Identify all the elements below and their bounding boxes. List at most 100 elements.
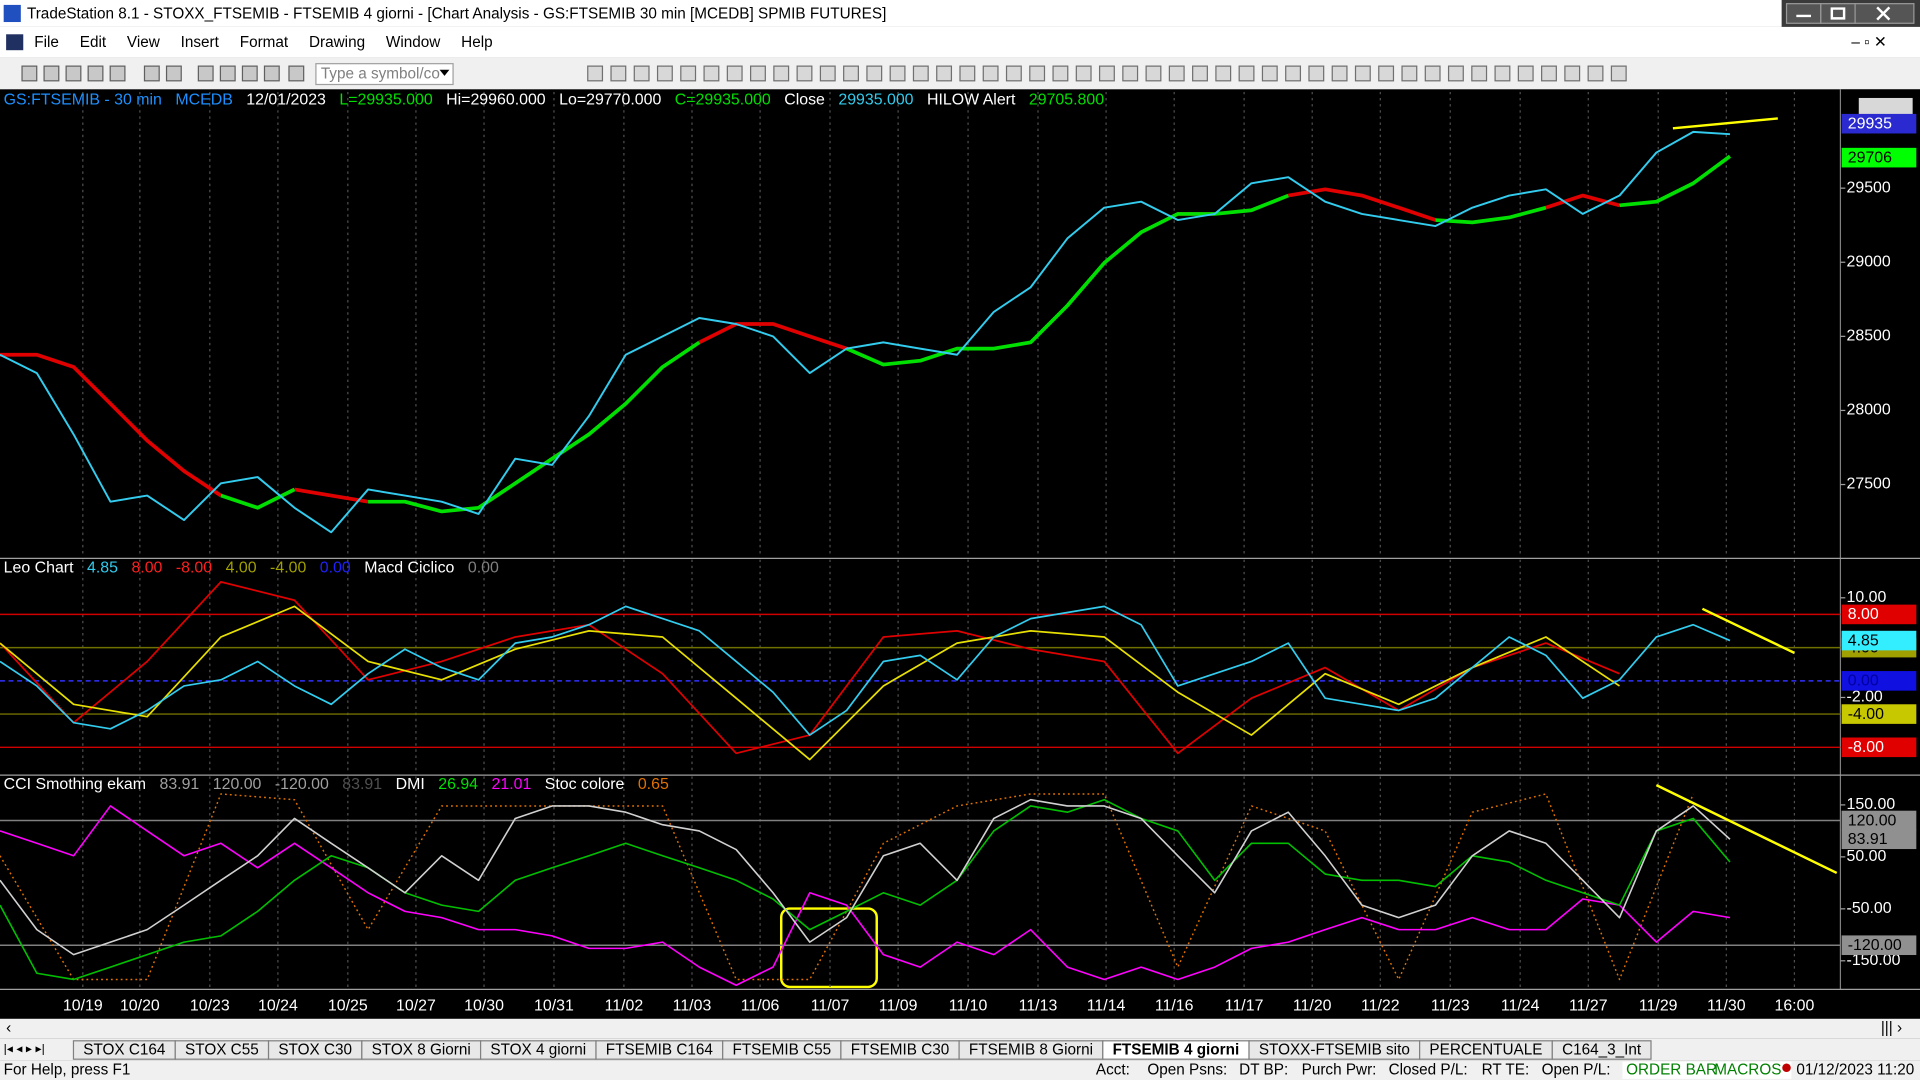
tool-icon[interactable] [680,65,697,82]
tool-icon[interactable] [1052,65,1069,82]
tool-icon[interactable] [288,65,305,82]
panel-header: 0.65 [638,776,669,793]
tool-icon[interactable] [241,65,258,82]
tab-label[interactable]: C164_3_Int [1562,1042,1642,1059]
maximize-button[interactable] [1820,3,1856,24]
tool-icon[interactable] [959,65,976,82]
tool-icon[interactable] [1145,65,1162,82]
menu-item[interactable]: Drawing [309,34,365,51]
tab-label[interactable]: STOXX-FTSEMIB sito [1259,1042,1410,1059]
tool-icon[interactable] [866,65,883,82]
tool-icon[interactable] [1471,65,1488,82]
tool-icon[interactable] [1285,65,1302,82]
tool-icon[interactable] [263,65,280,82]
tool-icon[interactable] [1215,65,1232,82]
menu-item[interactable]: File [34,34,59,51]
tab-label[interactable]: STOX C164 [83,1042,166,1059]
tool-icon[interactable] [1610,65,1627,82]
tool-icon[interactable] [1494,65,1511,82]
panel-buttons[interactable] [1858,97,1913,118]
tab-label[interactable]: FTSEMIB C55 [732,1042,831,1059]
menu-item[interactable]: Edit [80,34,107,51]
panel-header: C=29935.000 [675,92,771,109]
menu-item[interactable]: View [127,34,161,51]
tool-icon[interactable] [165,65,182,82]
tab-label[interactable]: FTSEMIB 4 giorni [1113,1042,1240,1059]
value-marker-label: -4.00 [1848,706,1884,723]
tab-nav[interactable]: |◂ ◂ ▸ ▸| [4,1042,45,1056]
tab-label[interactable]: PERCENTUALE [1429,1042,1542,1059]
tool-icon[interactable] [1587,65,1604,82]
tool-icon[interactable] [819,65,836,82]
tool-icon[interactable] [1401,65,1418,82]
tool-icon[interactable] [1354,65,1371,82]
menu-item[interactable]: Help [461,34,492,51]
tool-icon[interactable] [633,65,650,82]
tab-label[interactable]: STOX C30 [278,1042,352,1059]
tool-icon[interactable] [1331,65,1348,82]
tool-icon[interactable] [703,65,720,82]
tab-label[interactable]: FTSEMIB 8 Giorni [969,1042,1093,1059]
tab[interactable] [1551,1040,1652,1060]
panel-header: 83.91 [342,776,382,793]
tool-icon[interactable] [1098,65,1115,82]
tool-icon[interactable] [143,65,160,82]
tool-icon[interactable] [21,65,38,82]
tool-icon[interactable] [1029,65,1046,82]
tool-icon[interactable] [1261,65,1278,82]
minimize-button[interactable] [1785,3,1822,24]
h-scrollbar[interactable] [0,1018,1920,1039]
tool-icon[interactable] [587,65,604,82]
tool-icon[interactable] [1238,65,1255,82]
tool-icon[interactable] [889,65,906,82]
tool-icon[interactable] [1517,65,1534,82]
tool-icon[interactable] [1075,65,1092,82]
x-tick-label: 10/20 [120,998,160,1015]
value-marker [1841,810,1917,831]
scroll-right[interactable]: ||| › [1881,1020,1902,1037]
tool-icon[interactable] [197,65,214,82]
tab-label[interactable]: FTSEMIB C30 [851,1042,950,1059]
tool-icon[interactable] [610,65,627,82]
tool-icon[interactable] [1447,65,1464,82]
tool-icon[interactable] [936,65,953,82]
macros[interactable]: MACROS [1714,1061,1781,1078]
tool-icon[interactable] [1005,65,1022,82]
scroll-left[interactable]: ‹ [6,1020,11,1037]
tab-label[interactable]: STOX 4 giorni [490,1042,586,1059]
tool-icon[interactable] [796,65,813,82]
tool-icon[interactable] [43,65,60,82]
tool-icon[interactable] [1168,65,1185,82]
tool-icon[interactable] [1564,65,1581,82]
series-line [0,605,1620,761]
tool-icon[interactable] [656,65,673,82]
tool-icon[interactable] [1424,65,1441,82]
tool-icon[interactable] [726,65,743,82]
order-bar[interactable]: ORDER BAR [1626,1061,1717,1078]
tool-icon[interactable] [109,65,126,82]
tab-label[interactable]: STOX C55 [185,1042,259,1059]
symbol-placeholder[interactable]: Type a symbol/co [321,66,440,83]
tool-icon[interactable] [1308,65,1325,82]
tool-icon[interactable] [750,65,766,82]
tool-icon[interactable] [1541,65,1557,82]
tool-icon[interactable] [1122,65,1139,82]
tool-icon[interactable] [773,65,790,82]
tool-icon[interactable] [912,65,929,82]
tab-label[interactable]: FTSEMIB C164 [606,1042,714,1059]
status-field: Purch Pwr: [1302,1061,1377,1078]
tool-icon[interactable] [219,65,236,82]
tool-icon[interactable] [1378,65,1395,82]
tool-icon[interactable] [87,65,104,82]
symbol-box[interactable] [315,63,454,86]
menu-item[interactable]: Window [386,34,441,51]
symbol-dropdown[interactable] [439,69,450,76]
tab-label[interactable]: STOX 8 Giorni [372,1042,471,1059]
menu-item[interactable]: Format [240,34,289,51]
tool-icon[interactable] [982,65,999,82]
menu-item[interactable]: Insert [181,34,220,51]
tool-icon[interactable] [843,65,859,82]
tool-icon[interactable] [1192,65,1208,82]
tool-icon[interactable] [65,65,82,82]
mdi-buttons[interactable]: – ▫ ✕ [1851,34,1886,51]
